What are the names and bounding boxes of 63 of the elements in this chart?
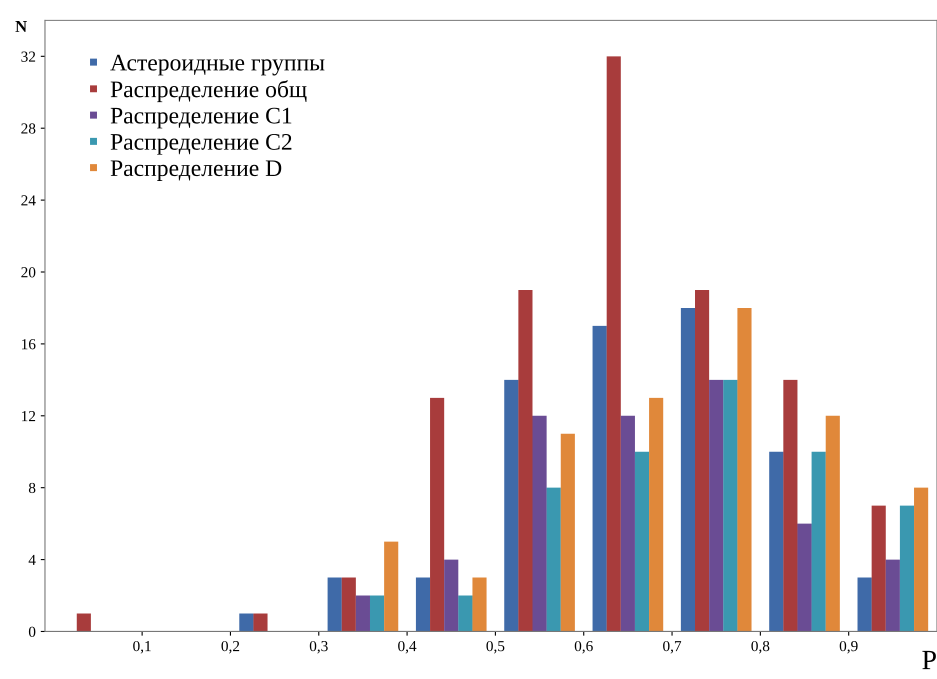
legend-label: Астероидные группы: [110, 54, 324, 76]
bar: [546, 488, 561, 632]
bar: [769, 452, 784, 632]
x-tick-label: 0,5: [486, 640, 504, 654]
bar: [783, 380, 798, 632]
bar: [812, 452, 826, 632]
bar: [560, 434, 575, 632]
y-tick-label: 16: [22, 339, 36, 350]
x-tick-label: 0,2: [221, 640, 240, 654]
y-tick-label: 12: [22, 410, 36, 422]
bar: [900, 506, 914, 632]
bar: [826, 416, 840, 632]
bar: [723, 380, 738, 632]
legend-label: Распределение общ: [110, 80, 307, 102]
bar: [797, 524, 812, 632]
y-tick-label: 20: [21, 267, 36, 278]
bar: [518, 290, 532, 632]
legend-label: Распределение C1: [110, 108, 292, 128]
bar: [458, 596, 472, 632]
bar: [858, 578, 872, 632]
x-tick-label: 0,9: [840, 640, 858, 654]
legend-label: Распределение C2: [110, 134, 292, 155]
bar: [239, 613, 254, 632]
y-axis-title: N: [15, 21, 27, 32]
y-tick-label: 28: [21, 123, 36, 134]
x-tick-label: 0,3: [310, 640, 328, 654]
bar: [914, 488, 928, 632]
bar: [592, 326, 607, 632]
bar: [620, 416, 635, 632]
y-tick-label: 8: [28, 482, 36, 494]
bar: [872, 506, 886, 632]
bar: [342, 578, 356, 632]
bar: [504, 380, 518, 632]
bar: [680, 308, 696, 632]
x-tick-label: 0,8: [751, 640, 770, 654]
bar: [370, 596, 384, 632]
bar: [356, 596, 370, 632]
bar: [444, 560, 458, 632]
x-tick-label: 0,4: [398, 640, 416, 654]
bar: [416, 578, 430, 632]
bar: [253, 613, 268, 632]
x-axis-title: P: [922, 650, 936, 670]
legend-label: Распределение D: [110, 160, 282, 181]
bar: [532, 416, 547, 632]
bar: [430, 398, 444, 632]
bar: [886, 560, 900, 632]
bar: [472, 578, 487, 632]
bar: [328, 578, 342, 632]
x-tick-label: 0,1: [133, 640, 151, 654]
bar: [606, 56, 621, 632]
x-tick-label: 0,7: [663, 640, 682, 654]
bar: [695, 290, 710, 632]
y-tick-label: 24: [21, 195, 36, 206]
y-tick-label: 0: [28, 626, 36, 637]
bar: [709, 380, 724, 632]
bar: [737, 308, 752, 632]
bar: [649, 398, 664, 632]
y-tick-label: 4: [28, 554, 36, 565]
y-tick-label: 32: [21, 52, 36, 62]
bar: [76, 613, 91, 632]
x-tick-label: 0,6: [574, 640, 593, 654]
bar: [384, 542, 398, 632]
bar: [634, 452, 650, 632]
